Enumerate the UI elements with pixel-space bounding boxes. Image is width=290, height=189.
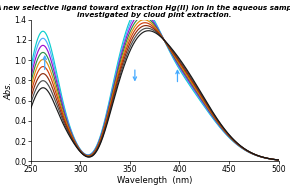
Y-axis label: Abs.: Abs.: [4, 81, 13, 100]
Title: A new selective ligand toward extraction Hg(II) ion in the aqueous samples is
in: A new selective ligand toward extraction…: [0, 4, 290, 18]
X-axis label: Wavelength  (nm): Wavelength (nm): [117, 176, 192, 185]
